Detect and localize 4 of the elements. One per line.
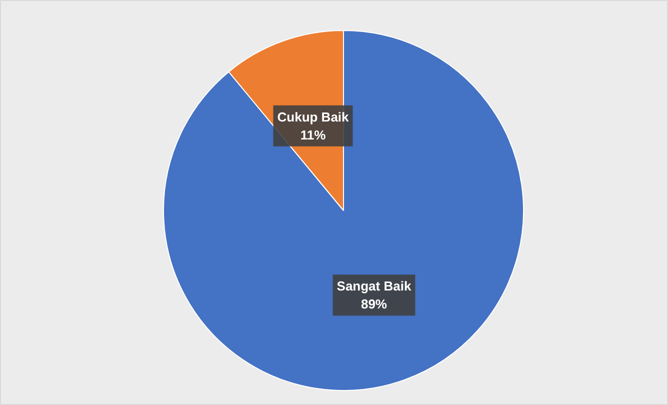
data-label: 89% (360, 296, 388, 312)
slice-label: Cukup Baik (277, 109, 350, 124)
slice-label: Sangat Baik (336, 278, 412, 294)
data-label: 11% (300, 127, 326, 142)
